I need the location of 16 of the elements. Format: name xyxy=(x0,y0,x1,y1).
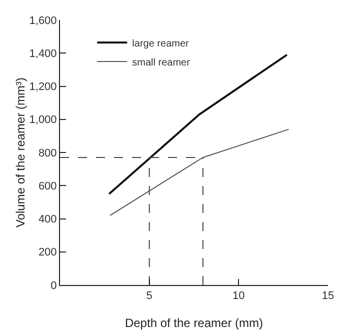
y-tick-label: 400 xyxy=(38,214,57,226)
x-tick-label: 5 xyxy=(146,290,152,302)
y-tick-label: 1,600 xyxy=(29,14,57,27)
legend-label: small reamer xyxy=(132,57,191,68)
y-tick-label: 1,400 xyxy=(29,48,57,60)
y-tick-label: 1,200 xyxy=(29,81,57,94)
y-axis-title: Volume of the reamer (mm³) xyxy=(13,77,28,228)
x-tick-label: 15 xyxy=(322,290,334,302)
y-tick-label: 0 xyxy=(50,280,57,292)
x-tick-label: 10 xyxy=(232,290,245,302)
y-tick-label: 1,000 xyxy=(29,114,57,126)
y-tick-label: 600 xyxy=(38,180,57,192)
legend-label: large reamer xyxy=(132,38,190,50)
x-axis-title: Depth of the reamer (mm) xyxy=(124,316,264,330)
y-tick-label: 800 xyxy=(38,147,57,160)
y-tick-label: 200 xyxy=(38,246,57,259)
